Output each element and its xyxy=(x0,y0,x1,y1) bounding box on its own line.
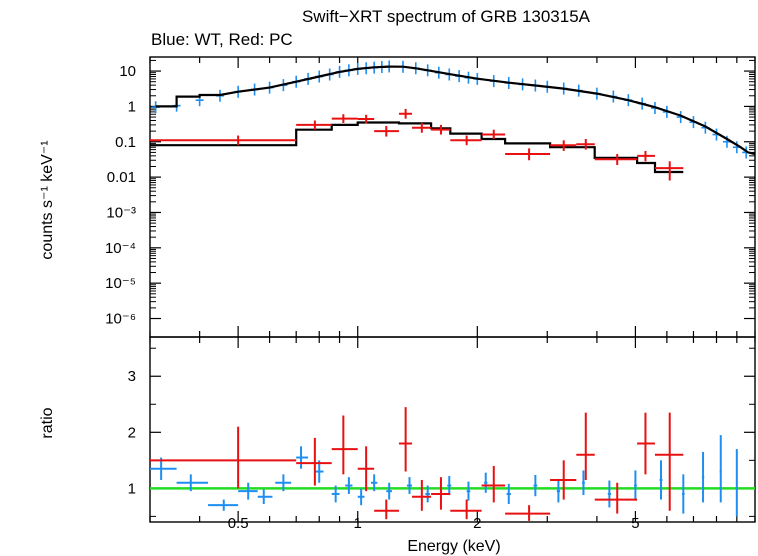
ratio-panel: 0.5 1 2 5 1 2 3 xyxy=(128,336,756,532)
chart-subtitle: Blue: WT, Red: PC xyxy=(151,30,293,49)
x-tick-label: 5 xyxy=(631,515,639,532)
y-tick-label: 0.01 xyxy=(107,169,136,186)
spectrum-panel: 10 1 0.1 0.01 10⁻³ 10⁻⁴ 10⁻⁵ 10⁻⁶ xyxy=(105,56,756,338)
spectrum-plot-frame xyxy=(149,56,756,338)
y-tick-label: 2 xyxy=(128,424,136,441)
y-tick-label: 1 xyxy=(128,98,136,115)
y-tick-label: 10⁻⁴ xyxy=(105,240,136,257)
wt-model-line xyxy=(155,65,755,156)
x-tick-label: 0.5 xyxy=(228,515,249,532)
x-tick-label: 1 xyxy=(354,515,362,532)
ratio-data xyxy=(150,407,755,521)
chart-title: Swift−XRT spectrum of GRB 130315A xyxy=(302,7,591,26)
pc-model-line xyxy=(150,121,684,174)
ratio-plot-frame xyxy=(149,336,756,523)
y-axis-label-ratio: ratio xyxy=(39,407,56,438)
x-tick-label: 2 xyxy=(473,515,481,532)
y-tick-label: 1 xyxy=(128,480,136,497)
x-axis-label: Energy (keV) xyxy=(407,538,500,555)
y-tick-label: 10 xyxy=(119,63,136,80)
y-tick-label: 0.1 xyxy=(115,134,136,151)
y-axis-label-spectrum: counts s⁻¹ keV⁻¹ xyxy=(39,140,56,259)
y-tick-label: 10⁻⁵ xyxy=(105,275,136,292)
y-tick-label: 10⁻³ xyxy=(106,204,136,221)
y-tick-label: 10⁻⁶ xyxy=(105,311,136,328)
spectrum-data xyxy=(150,60,755,181)
y-tick-label: 3 xyxy=(128,368,136,385)
